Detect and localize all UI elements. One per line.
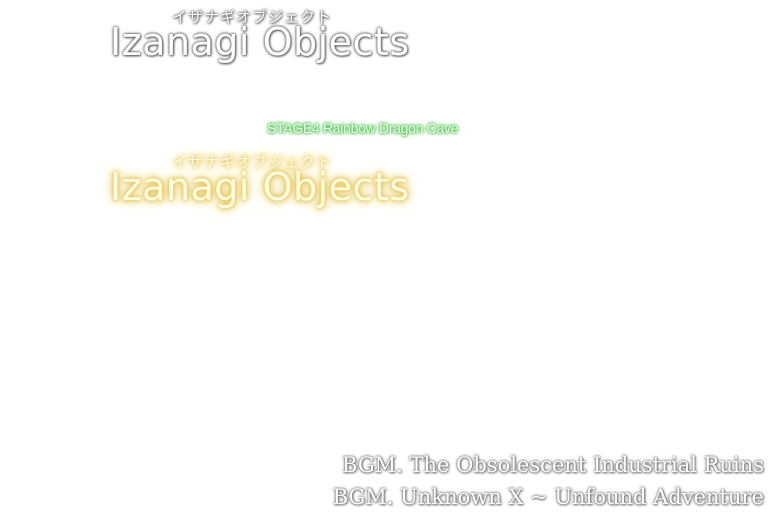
stage-name: STAGE4 Rainbow Dragon Cave: [267, 120, 459, 136]
game-title: Izanagi Objects: [110, 20, 410, 64]
bgm-track-2: BGM. Unknown X ~ Unfound Adventure: [332, 485, 764, 509]
stage-title-furigana: イザナギオブジェクト: [172, 153, 333, 171]
title-furigana: イザナギオブジェクト: [172, 8, 333, 26]
bgm-track-1: BGM. The Obsolescent Industrial Ruins: [342, 453, 764, 477]
bgm-list: BGM. The Obsolescent Industrial Ruins BG…: [333, 449, 764, 513]
stage-title: Izanagi Objects: [110, 165, 410, 209]
